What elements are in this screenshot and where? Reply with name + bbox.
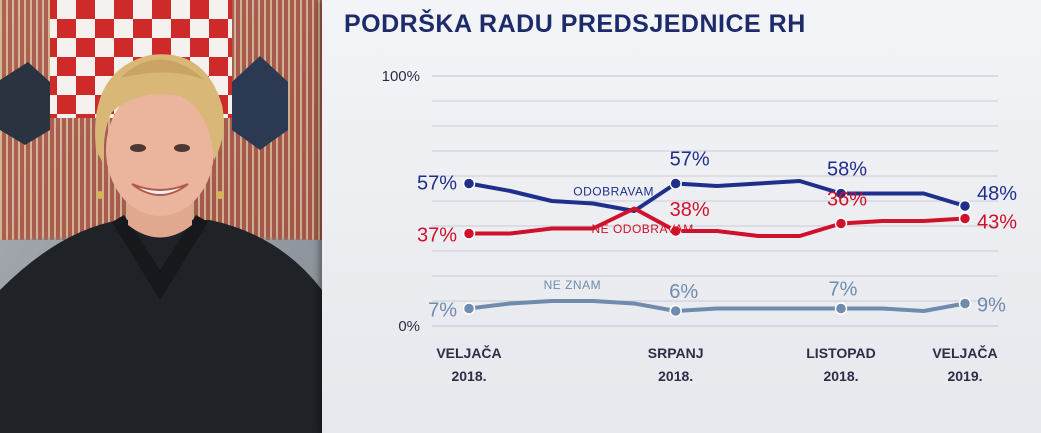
data-label: 38% [670, 199, 710, 221]
president-photo [0, 0, 322, 433]
x-tick-label: VELJAČA [436, 344, 501, 361]
series-line-0 [467, 179, 967, 213]
data-label: 37% [417, 225, 457, 247]
data-label: 9% [977, 295, 1006, 317]
chart-panel: PODRŠKA RADU PREDSJEDNICE RH 100% 0% VELJA… [322, 0, 1041, 433]
x-tick-label: 2018. [658, 368, 693, 384]
series-name-label: NE ZNAM [544, 278, 602, 292]
data-point [462, 302, 476, 315]
data-point [834, 302, 848, 315]
data-label: 57% [670, 149, 710, 171]
line-chart: 100% 0% VELJAČA 2018. SRPANJ 2018. LISTOPAD 201… [382, 68, 1018, 384]
data-label: 7% [428, 300, 457, 322]
x-tick-label: SRPANJ [648, 345, 704, 361]
data-point [462, 177, 476, 190]
data-point [958, 199, 972, 213]
chart-title: PODRŠKA RADU PREDSJEDNICE RH [344, 10, 806, 38]
data-point [462, 227, 476, 240]
data-point [834, 217, 848, 230]
data-point [958, 297, 972, 310]
x-tick-label: 2019. [947, 368, 982, 384]
x-tick-label: LISTOPAD [806, 345, 876, 361]
data-point [958, 212, 972, 225]
data-point [669, 177, 682, 190]
y-tick-label: 100% [382, 68, 420, 85]
series-name-label: ODOBRAVAM [573, 184, 654, 198]
series-name-label: NE ODOBRAVAM [591, 222, 693, 236]
data-point [669, 304, 682, 318]
data-label: 36% [827, 189, 867, 211]
series-line-1 [467, 206, 967, 238]
data-point [834, 187, 848, 200]
data-point [669, 224, 682, 238]
series-line-2 [467, 299, 967, 313]
data-label: 48% [977, 183, 1017, 205]
x-tick-label: 2018. [451, 368, 486, 384]
x-tick-label: VELJAČA [932, 344, 997, 361]
data-label: 57% [417, 173, 457, 195]
y-tick-label: 0% [398, 318, 420, 335]
data-label: 43% [977, 212, 1017, 234]
x-tick-label: 2018. [823, 368, 858, 384]
data-label: 6% [669, 281, 698, 303]
data-label: 58% [827, 159, 867, 181]
data-label: 7% [829, 279, 858, 301]
